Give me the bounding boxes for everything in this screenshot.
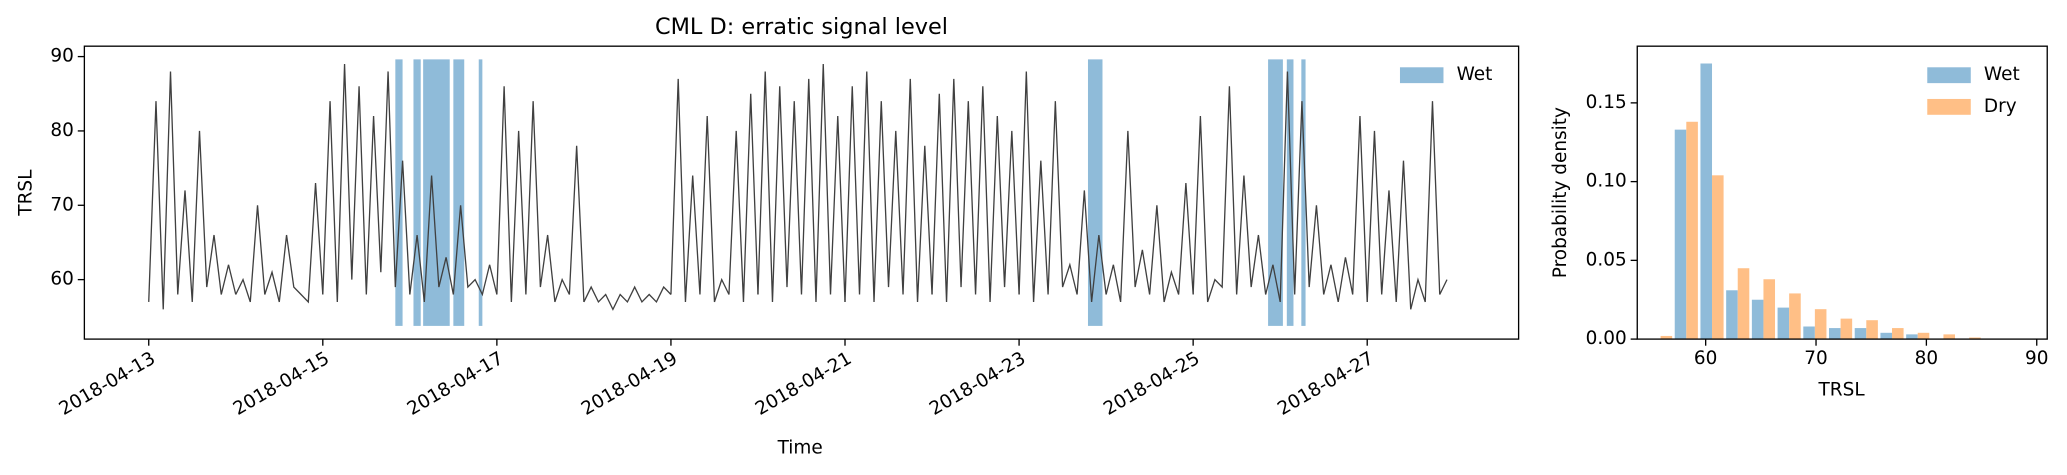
wet-span xyxy=(1301,59,1306,326)
signal-line xyxy=(670,78,759,303)
hist-bar xyxy=(1777,307,1790,340)
y-axis-label: Probability density xyxy=(1550,107,1571,278)
hist-bar xyxy=(1712,175,1724,340)
wet-span xyxy=(1286,59,1294,326)
x-tick-label: 2018-04-21 xyxy=(752,348,855,420)
y-tick-label: 90 xyxy=(50,46,73,67)
signal-line xyxy=(1018,71,1107,302)
signal-line xyxy=(235,182,324,304)
hist-bar xyxy=(1686,121,1698,340)
x-tick-label: 60 xyxy=(1694,348,1717,369)
wet-span xyxy=(423,59,450,326)
hist-bar xyxy=(1854,328,1867,340)
x-tick-label: 2018-04-19 xyxy=(578,348,681,420)
hist-bar xyxy=(1700,63,1713,340)
hist-bar xyxy=(1829,328,1841,340)
legend-swatch xyxy=(1927,98,1971,115)
hist-bar xyxy=(1789,293,1801,340)
x-tick-label: 2018-04-15 xyxy=(230,348,333,420)
hist-bar xyxy=(1674,129,1687,340)
x-tick-label: 80 xyxy=(1915,348,1938,369)
signal-line xyxy=(1279,71,1368,303)
hist-bar xyxy=(1906,334,1918,340)
axes-frame xyxy=(1636,45,2048,340)
hist-bar xyxy=(1943,334,1956,340)
y-tick-label: 0.05 xyxy=(1586,249,1627,270)
y-tick-label: 60 xyxy=(50,269,73,290)
x-tick-label: 2018-04-13 xyxy=(56,348,159,420)
wet-span xyxy=(453,59,465,326)
x-tick-label: 2018-04-23 xyxy=(926,348,1029,420)
legend-swatch xyxy=(1927,67,1971,84)
hist-bar xyxy=(1814,309,1827,340)
signal-line xyxy=(409,175,498,302)
wet-span xyxy=(395,59,403,326)
hist-bar xyxy=(1880,332,1893,340)
hist-bar xyxy=(1751,299,1764,340)
hist-bar xyxy=(1892,328,1904,340)
signal-line xyxy=(496,86,585,303)
x-tick-label: 2018-04-27 xyxy=(1274,348,1377,420)
chart-title: CML D: erratic signal level xyxy=(655,14,948,40)
y-tick-label: 0.00 xyxy=(1586,328,1627,349)
signal-line xyxy=(931,78,1020,302)
hist-bar xyxy=(1969,337,1981,340)
wet-span xyxy=(1268,59,1283,326)
legend-label: Wet xyxy=(1984,64,2020,85)
signal-line xyxy=(1366,101,1448,310)
legend-label: Wet xyxy=(1457,64,1493,85)
hist-bar xyxy=(1660,335,1673,340)
x-axis-label: Time xyxy=(777,438,823,459)
wet-span xyxy=(413,59,421,326)
wet-span xyxy=(478,59,483,326)
hist-bar xyxy=(1866,320,1878,340)
x-tick-label: 70 xyxy=(1804,348,1827,369)
legend-swatch xyxy=(1399,67,1444,84)
hist-bar xyxy=(1803,326,1815,340)
y-tick-label: 0.15 xyxy=(1586,92,1627,113)
axes-frame xyxy=(83,45,1520,340)
signal-line xyxy=(844,71,933,302)
hist-bar xyxy=(1917,332,1930,340)
signal-line xyxy=(583,285,672,311)
x-tick-label: 2018-04-17 xyxy=(404,348,507,420)
y-axis-label: TRSL xyxy=(15,169,36,217)
x-tick-label: 2018-04-25 xyxy=(1100,348,1203,420)
y-tick-label: 70 xyxy=(50,194,73,215)
hist-bar xyxy=(1737,268,1750,340)
hist-bar xyxy=(1763,279,1776,340)
hist-bar xyxy=(1726,290,1738,340)
x-tick-label: 90 xyxy=(2025,348,2048,369)
wet-span xyxy=(1087,59,1103,326)
signal-line xyxy=(757,63,846,302)
signal-line xyxy=(148,71,237,310)
signal-line xyxy=(322,63,411,302)
hist-bar xyxy=(1840,318,1853,340)
signal-line xyxy=(1192,86,1281,303)
legend-label: Dry xyxy=(1984,96,2017,117)
y-tick-label: 80 xyxy=(50,120,73,141)
x-axis-label: TRSL xyxy=(1818,380,1866,401)
y-tick-label: 0.10 xyxy=(1586,171,1627,192)
signal-line xyxy=(1105,130,1194,303)
